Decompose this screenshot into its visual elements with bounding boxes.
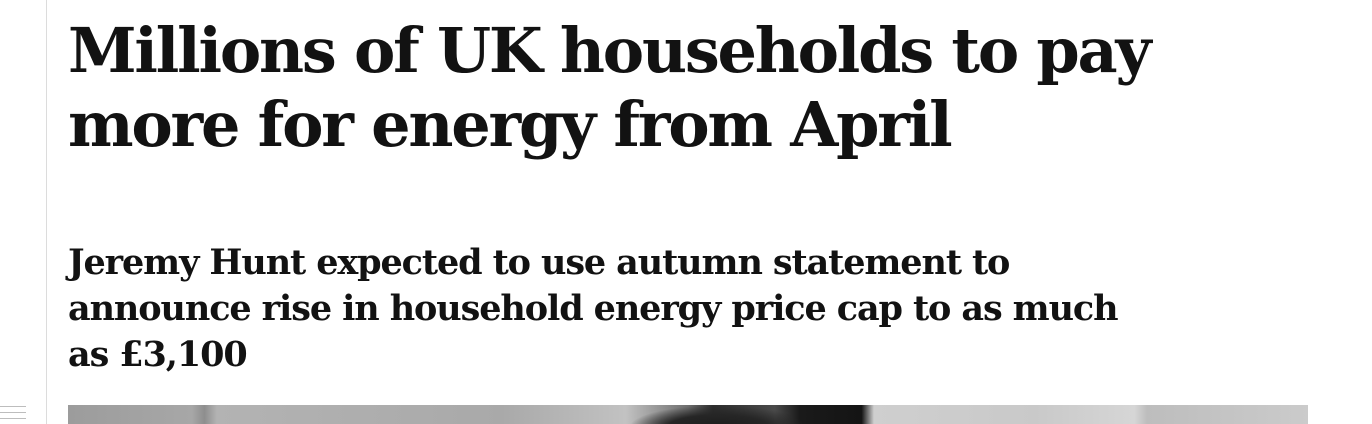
menu-line — [0, 418, 26, 419]
article-standfirst: Jeremy Hunt expected to use autumn state… — [68, 242, 1119, 375]
menu-line — [0, 412, 26, 413]
hamburger-menu-icon[interactable] — [0, 406, 26, 424]
article-headline: Millions of UK households to pay more fo… — [68, 14, 1152, 161]
lead-image[interactable] — [68, 405, 1308, 424]
left-column-divider — [46, 0, 47, 424]
lead-image-subject — [628, 405, 808, 424]
menu-line — [0, 406, 26, 407]
